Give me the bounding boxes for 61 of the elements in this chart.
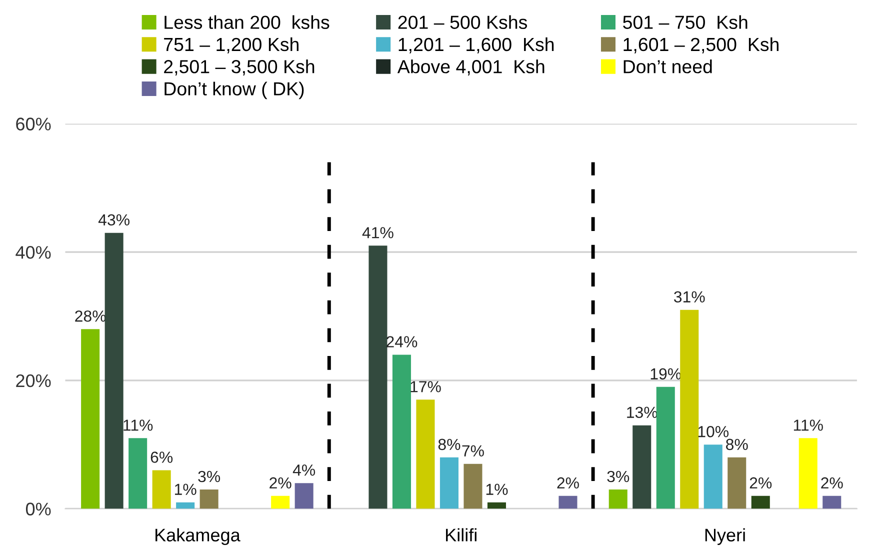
bar — [464, 464, 482, 509]
legend-label: 1,601 – 2,500 Ksh — [624, 37, 778, 54]
bar — [751, 496, 770, 509]
bar — [704, 444, 722, 509]
data-label: 8% — [726, 438, 748, 450]
data-label: 2% — [557, 477, 579, 489]
bar — [798, 438, 818, 509]
bar — [104, 232, 124, 509]
data-label: 4% — [292, 464, 316, 476]
data-label: 1% — [486, 484, 508, 495]
data-label: 1% — [175, 484, 196, 495]
data-label: 28% — [75, 310, 106, 322]
data-label: 2% — [750, 477, 772, 489]
legend-label: 201 – 500 Kshs — [398, 15, 528, 29]
bar — [294, 483, 314, 509]
legend-label: 2,501 – 3,500 Ksh — [164, 60, 314, 76]
bar — [558, 496, 578, 509]
data-label: 2% — [270, 477, 292, 489]
bar — [632, 425, 652, 509]
data-label: 13% — [627, 406, 658, 418]
bar — [416, 400, 435, 509]
bar — [392, 354, 411, 509]
data-label: 3% — [198, 470, 220, 482]
bar — [608, 490, 628, 509]
data-label: 41% — [362, 227, 394, 238]
y-tick-label: 0% — [26, 502, 51, 516]
data-label: 11% — [794, 420, 823, 431]
y-tick-label: 60% — [16, 118, 51, 130]
bar — [368, 246, 388, 509]
bar — [822, 496, 842, 509]
bar — [200, 490, 218, 509]
data-label: 3% — [607, 470, 630, 482]
data-label: 2% — [821, 477, 843, 489]
legend-label: Above 4,001 Ksh — [397, 60, 544, 76]
x-tick-label: Kilifi — [446, 528, 476, 542]
bar — [728, 457, 746, 509]
legend-label: Don’t need — [624, 60, 712, 74]
data-label: 43% — [98, 214, 130, 226]
legend-label: 751 – 1,200 Ksh — [164, 37, 298, 54]
legend-label: Don’t know ( DK) — [164, 82, 304, 100]
data-label: 8% — [438, 438, 460, 450]
data-label: 7% — [462, 445, 484, 456]
x-tick-label: Kakamega — [156, 528, 240, 546]
legend-label: 1,201 – 1,600 Ksh — [398, 37, 554, 54]
data-label: 31% — [674, 291, 705, 303]
bar — [152, 470, 171, 509]
data-label: 11% — [124, 420, 153, 431]
bar — [487, 502, 506, 509]
bar — [656, 386, 675, 509]
y-tick-label: 20% — [16, 374, 51, 388]
bar — [128, 438, 148, 509]
bar — [271, 496, 290, 509]
x-tick-label: Nyeri — [705, 528, 745, 546]
legend-label: 501 – 750 Ksh — [623, 15, 748, 29]
bar — [176, 502, 195, 509]
bar — [680, 310, 699, 509]
bar — [81, 329, 100, 509]
legend-label: Less than 200 kshs — [164, 15, 330, 29]
bar — [440, 457, 458, 509]
y-tick-label: 40% — [16, 246, 51, 259]
data-label: 6% — [150, 452, 173, 463]
